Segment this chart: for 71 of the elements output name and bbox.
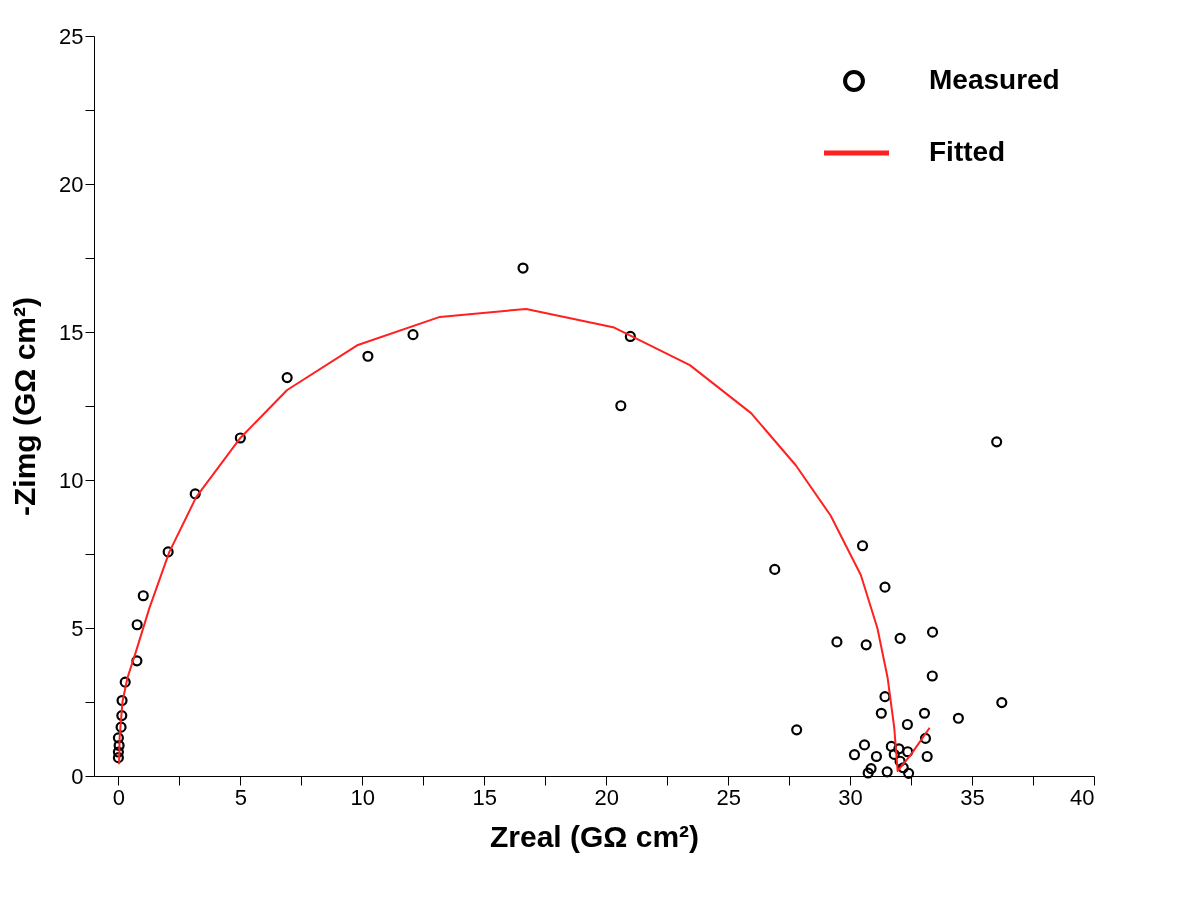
point bbox=[407, 329, 419, 341]
point bbox=[137, 590, 149, 602]
x-tick-label: 5 bbox=[234, 784, 247, 810]
point bbox=[517, 262, 529, 274]
y-tick-label: 25 bbox=[59, 23, 84, 49]
point bbox=[879, 581, 891, 593]
point bbox=[189, 488, 201, 500]
point bbox=[791, 724, 803, 736]
point bbox=[858, 739, 871, 751]
point bbox=[116, 710, 128, 722]
point bbox=[894, 632, 906, 644]
point bbox=[116, 694, 128, 707]
point bbox=[875, 707, 887, 719]
point bbox=[131, 655, 143, 667]
point bbox=[112, 746, 124, 758]
point bbox=[856, 540, 869, 552]
point bbox=[234, 432, 246, 444]
x-tick-label: 40 bbox=[1070, 784, 1095, 810]
y-tick-label: 15 bbox=[59, 319, 84, 345]
point bbox=[893, 743, 905, 755]
point bbox=[894, 755, 906, 767]
point bbox=[926, 670, 938, 682]
point bbox=[860, 639, 872, 651]
legend-label: Fitted bbox=[929, 136, 1006, 167]
point bbox=[865, 763, 877, 775]
point bbox=[885, 740, 897, 752]
y-axis-title: -Zimg (GΩ cm²) bbox=[8, 296, 42, 517]
line-series bbox=[118, 307, 931, 772]
x-axis-title: Zreal (GΩ cm²) bbox=[489, 819, 700, 853]
point bbox=[769, 563, 781, 575]
point bbox=[131, 619, 143, 631]
point bbox=[901, 718, 913, 731]
point bbox=[879, 691, 891, 703]
x-tick-label: 30 bbox=[838, 784, 863, 810]
x-tick-label: 0 bbox=[112, 784, 126, 810]
x-tick-label: 20 bbox=[594, 784, 619, 810]
x-tick-label: 35 bbox=[960, 784, 985, 810]
point bbox=[918, 707, 931, 719]
point bbox=[952, 712, 964, 724]
point bbox=[991, 436, 1003, 448]
point bbox=[115, 721, 127, 733]
point bbox=[112, 732, 124, 744]
point bbox=[903, 767, 915, 779]
point bbox=[921, 750, 933, 763]
y-tick-label: 20 bbox=[59, 171, 84, 197]
point bbox=[162, 546, 174, 558]
point bbox=[848, 749, 861, 761]
point bbox=[902, 746, 914, 758]
point bbox=[624, 330, 636, 342]
point bbox=[831, 636, 843, 648]
point bbox=[112, 752, 124, 764]
y-tick-label: 10 bbox=[59, 467, 84, 493]
point bbox=[996, 697, 1008, 709]
point bbox=[881, 766, 893, 778]
point bbox=[919, 732, 932, 744]
point bbox=[281, 372, 293, 384]
point bbox=[362, 350, 374, 362]
point bbox=[888, 748, 900, 760]
y-tick-label: 0 bbox=[71, 763, 84, 789]
point bbox=[926, 626, 939, 638]
point bbox=[119, 676, 131, 688]
y-tick-label: 5 bbox=[71, 615, 84, 641]
point bbox=[862, 767, 874, 779]
x-tick-label: 15 bbox=[472, 784, 497, 810]
x-tick-label: 10 bbox=[350, 784, 376, 810]
legend-label: Measured bbox=[929, 64, 1060, 95]
x-tick-label: 25 bbox=[716, 784, 741, 810]
point bbox=[615, 400, 627, 412]
point bbox=[870, 750, 883, 763]
point bbox=[113, 739, 125, 752]
point bbox=[897, 762, 909, 774]
